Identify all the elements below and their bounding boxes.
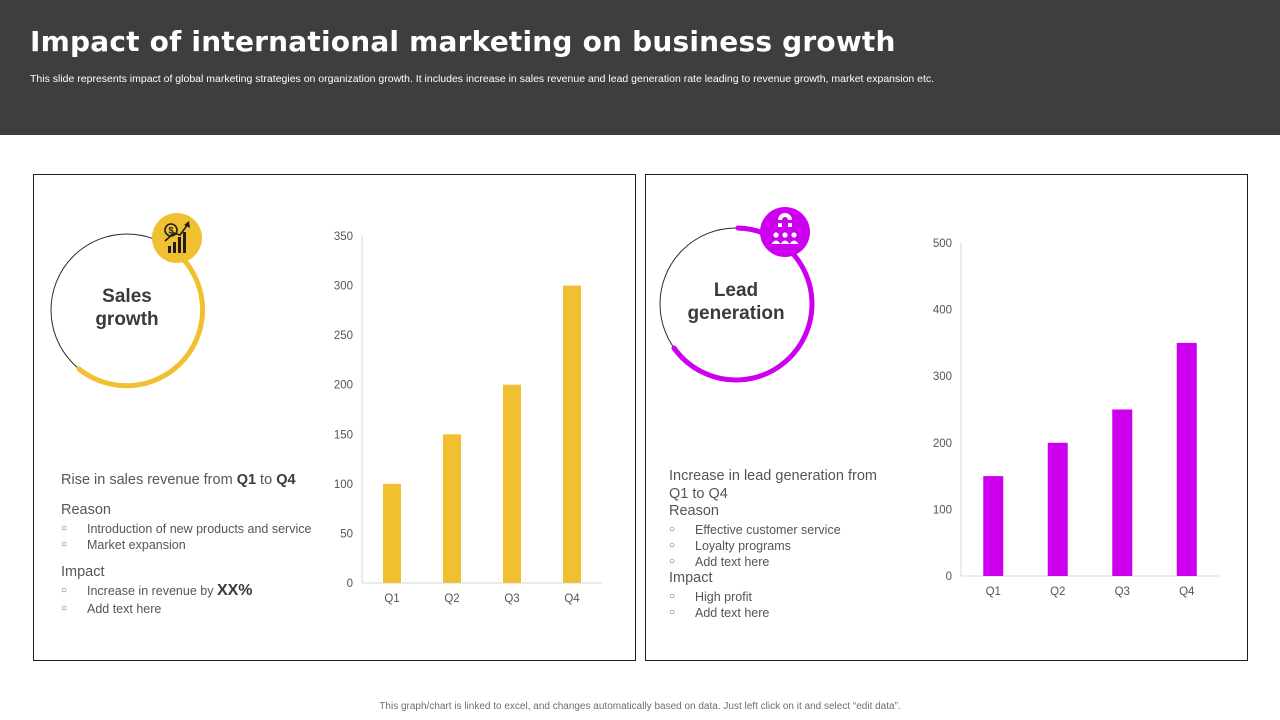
y-tick-label: 100 [933, 504, 952, 516]
sales-growth-panel: $ Sales growth Rise in sales revenue fro… [33, 174, 636, 661]
x-tick-label: Q2 [1050, 586, 1065, 598]
sales-ring-graphic: $ [50, 213, 206, 389]
x-tick-label: Q4 [564, 593, 580, 605]
bar [1176, 342, 1197, 576]
y-tick-label: 200 [334, 380, 353, 392]
bar [443, 434, 461, 583]
sales-impact-heading: Impact [61, 564, 105, 580]
lead-increase-text-line2: Q1 to Q4 [669, 486, 728, 502]
bar [1112, 409, 1133, 576]
lead-bar-chart: 0 100 200 300 400 500 Q1 Q2 Q3 Q4 [933, 238, 1219, 598]
sales-reason-heading: Reason [61, 502, 111, 518]
list-item: High profit [669, 589, 769, 605]
sales-bar-chart: 0 50 100 150 200 250 300 350 Q1 Q2 Q3 Q4 [334, 231, 602, 605]
lead-increase-text-line1: Increase in lead generation from [669, 468, 877, 484]
lead-reason-heading: Reason [669, 503, 719, 519]
y-tick-label: 150 [334, 429, 353, 441]
bar [503, 384, 521, 583]
list-item: Add text here [669, 554, 841, 570]
sales-ring-label: Sales growth [95, 286, 159, 330]
x-tick-label: Q4 [1179, 586, 1195, 598]
y-tick-label: 500 [933, 238, 952, 250]
y-tick-label: 350 [334, 231, 353, 243]
page-subtitle: This slide represents impact of global m… [30, 73, 935, 85]
sales-rise-text: Rise in sales revenue from Q1 to Q4 [61, 472, 296, 488]
list-item: Market expansion [61, 537, 311, 553]
bar [383, 483, 401, 583]
sales-impact-list: Increase in revenue by XX% Add text here [61, 583, 253, 618]
bar [983, 476, 1004, 576]
lead-generation-panel: Lead generation Increase in lead generat… [645, 174, 1248, 661]
x-tick-label: Q3 [1115, 586, 1130, 598]
footer-note: This graph/chart is linked to excel, and… [379, 701, 901, 712]
y-tick-label: 200 [933, 438, 952, 450]
y-tick-label: 250 [334, 330, 353, 342]
list-item: Loyalty programs [669, 538, 841, 554]
header-banner: Impact of international marketing on bus… [0, 0, 1280, 135]
y-tick-label: 300 [334, 281, 353, 293]
lead-ring-label: Lead generation [687, 280, 785, 324]
y-tick-label: 300 [933, 371, 952, 383]
lead-reason-list: Effective customer service Loyalty progr… [669, 522, 841, 570]
y-tick-label: 50 [340, 528, 353, 540]
bar [563, 285, 581, 583]
list-item: Introduction of new products and service [61, 521, 311, 537]
list-item: Increase in revenue by XX% [61, 583, 253, 600]
x-tick-label: Q1 [986, 586, 1001, 598]
y-tick-label: 0 [946, 571, 952, 583]
sales-ring-arc [76, 249, 206, 389]
lead-impact-heading: Impact [669, 570, 713, 586]
lead-impact-list: High profit Add text here [669, 589, 769, 621]
lead-ring-graphic [659, 207, 815, 383]
y-tick-label: 0 [347, 578, 353, 590]
list-item: Add text here [61, 601, 253, 617]
list-item: Add text here [669, 605, 769, 621]
y-tick-label: 100 [334, 479, 353, 491]
growth-chart-dollar-icon: $ [152, 213, 202, 263]
svg-text:$: $ [168, 226, 173, 236]
list-item: Effective customer service [669, 522, 841, 538]
magnet-people-icon [760, 207, 810, 257]
page-title: Impact of international marketing on bus… [30, 25, 896, 58]
x-tick-label: Q3 [504, 593, 519, 605]
x-tick-label: Q2 [444, 593, 459, 605]
bar [1047, 442, 1068, 576]
y-tick-label: 400 [933, 305, 952, 317]
x-tick-label: Q1 [384, 593, 399, 605]
sales-reason-list: Introduction of new products and service… [61, 521, 311, 553]
